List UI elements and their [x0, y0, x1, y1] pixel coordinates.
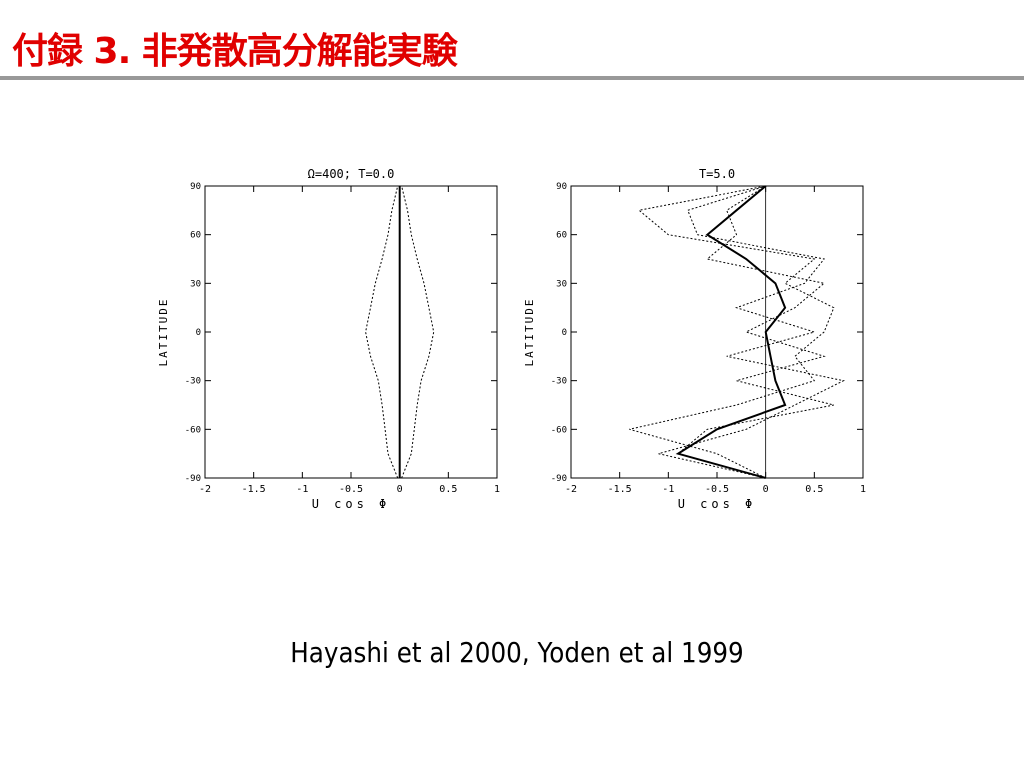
chart-title: Ω=400; T=0.0	[308, 167, 395, 181]
x-axis-label: U cos Φ	[678, 497, 757, 511]
x-tick-label: -2	[199, 484, 211, 495]
x-tick-label: -2	[565, 484, 577, 495]
y-tick-label: 90	[556, 182, 567, 192]
y-tick-label: 60	[556, 231, 567, 241]
y-tick-label: 60	[190, 231, 201, 241]
y-tick-label: 90	[190, 182, 201, 192]
x-tick-label: -1.5	[608, 484, 632, 495]
y-tick-label: 0	[196, 328, 201, 338]
x-tick-label: 0	[397, 484, 403, 495]
x-tick-label: 1	[860, 484, 866, 495]
x-tick-label: 1	[494, 484, 500, 495]
y-axis-label: LATITUDE	[523, 298, 536, 367]
y-tick-label: 30	[556, 279, 567, 289]
y-axis-label: LATITUDE	[157, 298, 170, 367]
caption: Hayashi et al 2000, Yoden et al 1999	[290, 636, 744, 669]
y-tick-label: 30	[190, 279, 201, 289]
title-rule	[0, 76, 1024, 80]
x-tick-label: -0.5	[339, 484, 363, 495]
x-tick-label: 0.5	[439, 484, 457, 495]
y-tick-label: -30	[185, 377, 201, 387]
y-tick-label: -90	[551, 474, 567, 484]
ensemble-line	[675, 185, 787, 479]
ensemble-line	[677, 185, 834, 479]
x-tick-label: -1.5	[242, 484, 266, 495]
chart-title: T=5.0	[699, 167, 735, 181]
ensemble-line	[629, 185, 835, 479]
charts: Ω=400; T=0.0 U cos Φ LATITUDE -2 -1.5 -1 -0.5 0…	[157, 167, 866, 511]
plot-frame	[570, 185, 864, 479]
plot-frame	[204, 185, 498, 479]
x-tick-label: 0	[763, 484, 769, 495]
ensemble-line	[365, 185, 399, 479]
y-tick-label: -90	[185, 474, 201, 484]
y-tick-label: -60	[185, 425, 201, 435]
ensemble-line	[658, 185, 846, 479]
x-tick-label: -0.5	[705, 484, 729, 495]
y-tick-label: -30	[551, 377, 567, 387]
x-tick-label: 0.5	[805, 484, 823, 495]
y-tick-label: -60	[551, 425, 567, 435]
slide-title: 付録 3. 非発散高分解能実験	[12, 31, 458, 72]
x-axis-label: U cos Φ	[312, 497, 391, 511]
x-tick-label: -1	[296, 484, 308, 495]
ensemble-line	[401, 185, 435, 479]
x-tick-label: -1	[662, 484, 674, 495]
y-tick-label: 0	[562, 328, 567, 338]
